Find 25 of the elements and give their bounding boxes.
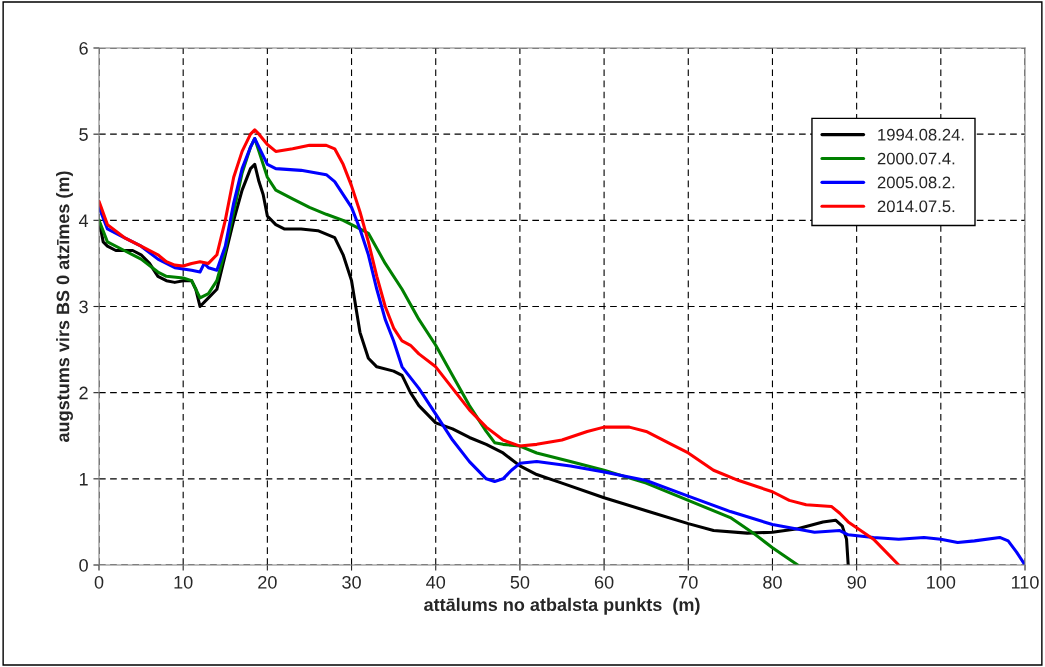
legend-label: 1994.08.24. <box>878 128 964 141</box>
x-tick-label: 30 <box>342 575 361 589</box>
y-tick-label: 6 <box>79 41 88 55</box>
y-tick-label: 3 <box>79 300 88 314</box>
x-tick-label: 100 <box>927 575 956 589</box>
y-axis-title: augstums virs BS 0 atzīmes (m) <box>56 171 73 442</box>
legend-label: 2000.07.4. <box>877 152 955 165</box>
y-tick-label: 2 <box>79 386 88 400</box>
y-tick-label: 0 <box>79 558 88 572</box>
x-tick-label: 110 <box>1011 575 1039 589</box>
x-axis-title: attālums no atbalsta punkts (m) <box>424 597 700 615</box>
x-tick-label: 50 <box>510 575 530 589</box>
x-tick-label: 60 <box>594 575 614 589</box>
legend-label: 2014.07.5. <box>877 200 955 213</box>
x-tick-label: 0 <box>94 575 104 589</box>
x-tick-label: 10 <box>174 575 193 589</box>
y-tick-label: 5 <box>79 128 88 141</box>
x-tick-label: 80 <box>763 575 782 589</box>
x-tick-label: 20 <box>258 575 277 589</box>
y-tick-label: 1 <box>79 472 88 486</box>
x-tick-label: 40 <box>426 575 446 589</box>
y-tick-label: 4 <box>78 214 89 227</box>
x-tick-label: 90 <box>847 575 866 589</box>
legend-label: 2005.08.2. <box>877 176 955 189</box>
x-tick-label: 70 <box>679 575 698 589</box>
